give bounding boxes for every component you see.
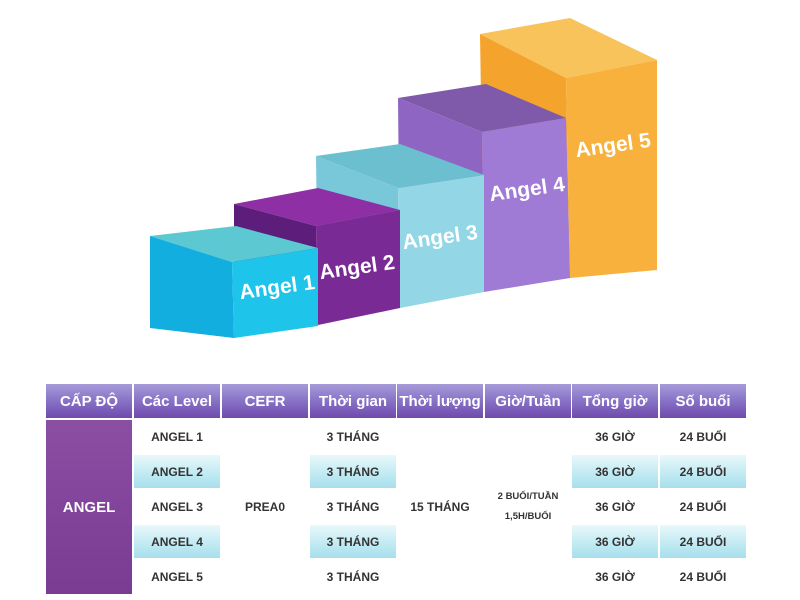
table-cell-level: ANGEL 4 xyxy=(134,525,220,558)
stair-block-angel-1: Angel 1 xyxy=(150,226,318,338)
header-cap-do: CẤP ĐỘ xyxy=(46,384,132,418)
table-cell-time: 3 THÁNG xyxy=(310,490,396,523)
table-cell-level: ANGEL 2 xyxy=(134,455,220,488)
hours-per-session-text: 1,5H/BUỔI xyxy=(504,511,552,522)
table-cell-time: 3 THÁNG xyxy=(310,420,396,453)
table-cell-sessions: 24 BUỔI xyxy=(660,490,746,523)
header-so-buoi: Số buổi xyxy=(660,384,746,418)
table-cell-sessions: 24 BUỔI xyxy=(660,420,746,453)
header-gio-tuan: Giờ/Tuần xyxy=(485,384,571,418)
table-cell-total-hours: 36 GIỜ xyxy=(572,420,658,453)
header-thoi-luong: Thời lượng xyxy=(397,384,483,418)
table-cell-total-hours: 36 GIỜ xyxy=(572,560,658,594)
course-table: CẤP ĐỘ Các Level CEFR Thời gian Thời lượ… xyxy=(46,384,746,596)
header-thoi-gian: Thời gian xyxy=(310,384,396,418)
sessions-per-week-text: 2 BUỔI/TUẦN xyxy=(497,491,559,502)
header-tong-gio: Tổng giờ xyxy=(572,384,658,418)
table-cell-level: ANGEL 3 xyxy=(134,490,220,523)
hours-per-week-cell: 2 BUỔI/TUẦN 1,5H/BUỔI xyxy=(485,420,571,594)
level-group-cell: ANGEL xyxy=(46,420,132,594)
header-cac-level: Các Level xyxy=(134,384,220,418)
table-cell-sessions: 24 BUỔI xyxy=(660,525,746,558)
table-cell-time: 3 THÁNG xyxy=(310,525,396,558)
table-cell-sessions: 24 BUỔI xyxy=(660,560,746,594)
table-cell-total-hours: 36 GIỜ xyxy=(572,455,658,488)
duration-cell: 15 THÁNG xyxy=(397,420,483,594)
table-cell-level: ANGEL 5 xyxy=(134,560,220,594)
table-cell-time: 3 THÁNG xyxy=(310,455,396,488)
header-cefr: CEFR xyxy=(222,384,308,418)
table-cell-level: ANGEL 1 xyxy=(134,420,220,453)
level-staircase-illustration: Angel 5 Angel 4 Angel 3 Angel 2 Angel 1 xyxy=(150,18,657,338)
table-cell-sessions: 24 BUỔI xyxy=(660,455,746,488)
table-cell-total-hours: 36 GIỜ xyxy=(572,490,658,523)
table-cell-time: 3 THÁNG xyxy=(310,560,396,594)
table-cell-total-hours: 36 GIỜ xyxy=(572,525,658,558)
cefr-cell: PREA0 xyxy=(222,420,308,594)
